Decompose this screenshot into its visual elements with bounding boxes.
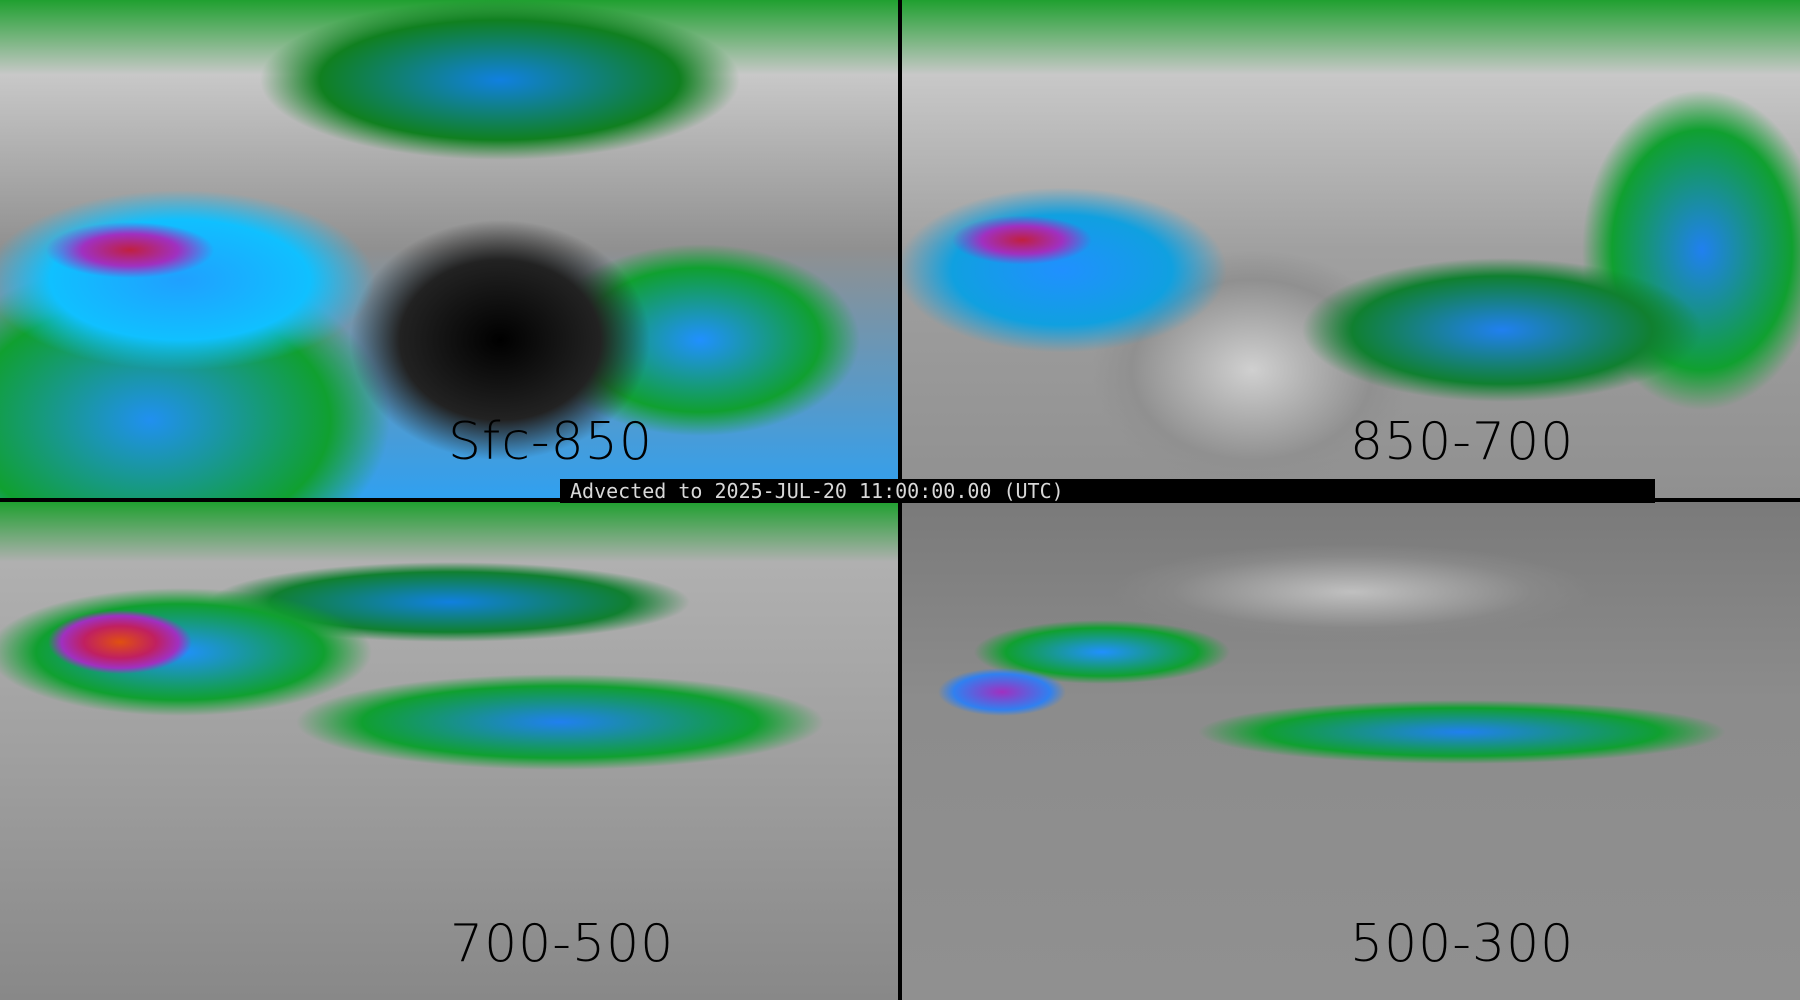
map-panel-sfc-850: Sfc-850 — [0, 0, 898, 498]
layer-label: 850-700 — [1350, 412, 1575, 472]
map-panel-700-500: 700-500 — [0, 502, 898, 1000]
layer-label: Sfc-850 — [448, 412, 653, 472]
layer-label: 500-300 — [1350, 914, 1575, 974]
map-panel-850-700: 850-700 — [902, 0, 1800, 498]
layer-label: 700-500 — [450, 914, 675, 974]
map-panel-500-300: 500-300 — [902, 502, 1800, 1000]
valid-time-banner: Advected to 2025-JUL-20 11:00:00.00 (UTC… — [560, 479, 1655, 503]
